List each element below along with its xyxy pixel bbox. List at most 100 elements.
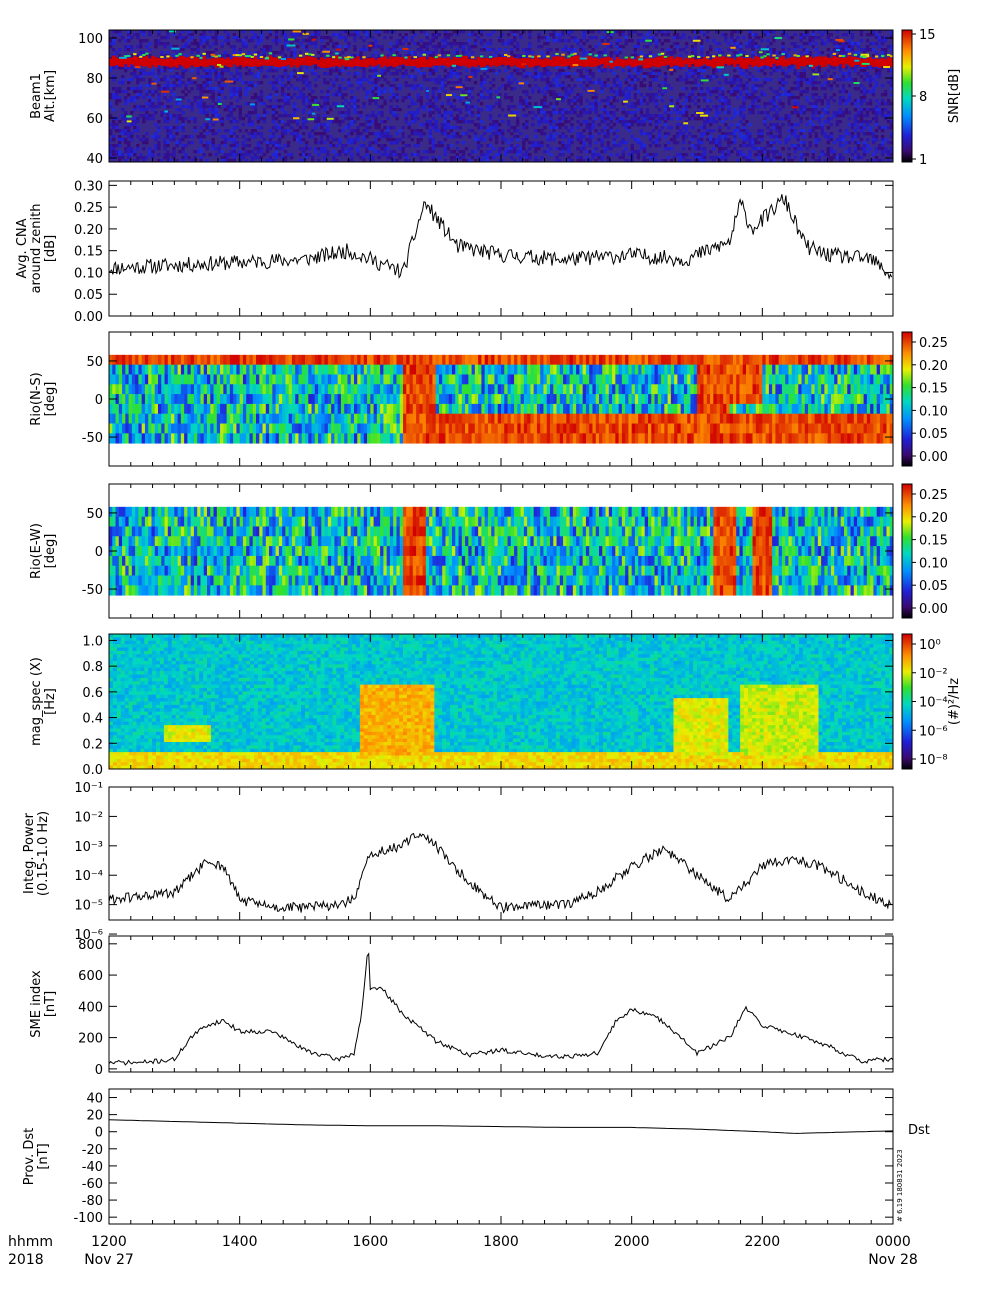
panel-1-cell: [739, 114, 743, 118]
panel-1-cell: [504, 150, 508, 154]
panel-1-cell: [380, 72, 384, 76]
panel-1-cell: [669, 111, 674, 115]
panel-1-cell: [868, 33, 873, 37]
panel-1-cell: [504, 48, 508, 52]
panel-1-cell: [739, 81, 743, 85]
panel-1-cell: [630, 102, 634, 106]
panel-1-cell: [588, 150, 592, 154]
panel-1-cell: [377, 90, 381, 94]
panel-1-cell: [733, 114, 737, 118]
panel-1-cell: [172, 75, 176, 79]
panel-1-cell: [253, 45, 258, 49]
panel-1-cell: [217, 114, 221, 118]
panel-1-cell: [669, 117, 674, 121]
panel-1-cell: [654, 141, 659, 145]
panel-1-cell: [440, 105, 445, 109]
panel-1-cell: [308, 54, 312, 58]
panel-1-cell: [582, 144, 586, 148]
panel-1-cell: [660, 93, 665, 97]
panel-1-cell: [256, 75, 261, 79]
panel-1-cell: [639, 147, 644, 151]
panel-1-cell: [871, 141, 876, 145]
panel-1-cell: [392, 153, 396, 157]
panel-1-cell: [669, 126, 674, 130]
panel-1-cell: [811, 30, 815, 34]
panel-1-cell: [244, 36, 249, 40]
panel-1-cell: [443, 147, 448, 151]
panel-1-cell: [826, 69, 830, 73]
panel-1-cell: [386, 117, 390, 121]
panel-1-cell: [341, 30, 345, 34]
panel-1-cell: [775, 123, 779, 127]
panel-1-cell: [166, 84, 170, 88]
panel-1-cell: [214, 42, 218, 46]
panel-1-cell: [724, 102, 728, 106]
panel-1-cell: [642, 39, 647, 43]
panel-1-cell: [781, 105, 785, 109]
panel-1-cell: [443, 30, 448, 34]
panel-1-cell: [356, 30, 360, 34]
panel-1-cell: [112, 135, 116, 139]
panel-1-cell: [567, 111, 571, 115]
panel-1-cell: [561, 147, 565, 151]
panel-1-cell: [724, 39, 728, 43]
panel-1-cell: [232, 150, 236, 154]
panel-1-cell: [389, 30, 393, 34]
panel-1-cell: [585, 111, 589, 115]
panel-1-cell: [648, 144, 653, 148]
panel-1-cell: [513, 135, 517, 139]
panel-1-cell: [311, 42, 315, 46]
panel-1-cell: [323, 81, 327, 85]
panel-1-cell: [160, 102, 164, 106]
panel-1-cell: [292, 33, 297, 37]
panel-1-cell: [443, 33, 448, 37]
panel-1-cell: [497, 114, 502, 118]
panel-1-cell: [211, 42, 215, 46]
panel-1-cell: [301, 117, 306, 121]
panel-1-cell: [817, 111, 821, 115]
panel-1-cell: [880, 153, 885, 157]
panel-1-cell: [880, 36, 885, 40]
panel-1-cell: [657, 144, 662, 148]
panel-1-cell: [549, 81, 553, 85]
panel-1-cell: [320, 39, 324, 43]
panel-1-cell: [485, 96, 490, 100]
panel-1-cell: [663, 117, 668, 121]
panel-1-cell: [621, 30, 625, 34]
panel-1-cell: [410, 84, 414, 88]
panel-1-cell: [347, 45, 351, 49]
panel-1-cell: [476, 141, 481, 145]
panel-1-cell: [763, 117, 767, 121]
panel-1-cell: [802, 90, 806, 94]
panel-1-cell: [323, 96, 327, 100]
panel-1-cell: [796, 87, 800, 91]
panel-1-cell: [139, 114, 143, 118]
panel-1-cell: [226, 54, 230, 58]
panel-1-cell: [181, 48, 185, 52]
panel-1-cell: [497, 54, 502, 58]
panel-1-cell: [443, 126, 448, 130]
panel-1-cell: [109, 144, 113, 148]
panel-1-cell: [841, 75, 846, 79]
panel-1-cell: [796, 114, 800, 118]
panel-1-cell: [127, 144, 131, 148]
panel-1-cell: [525, 114, 529, 118]
panel-1-cell: [576, 78, 580, 82]
panel-1-cell: [814, 54, 818, 58]
panel-1-cell: [811, 78, 815, 82]
panel-1-cell: [431, 78, 435, 82]
panel-1-cell: [693, 153, 698, 157]
panel-1-cell: [561, 111, 565, 115]
panel-1-cell: [510, 96, 514, 100]
panel-1-cell: [214, 30, 218, 34]
panel-1-cell: [458, 96, 463, 100]
panel-1-cell: [651, 96, 656, 100]
panel-1-cell: [597, 42, 601, 46]
panel-1-cell: [163, 93, 167, 97]
panel-1-cell: [772, 96, 776, 100]
panel-1-cell: [458, 66, 463, 70]
panel-1-cell: [440, 141, 445, 145]
panel-1-cell: [181, 135, 185, 139]
panel-1-cell: [706, 36, 710, 40]
panel-1-cell: [543, 99, 547, 103]
